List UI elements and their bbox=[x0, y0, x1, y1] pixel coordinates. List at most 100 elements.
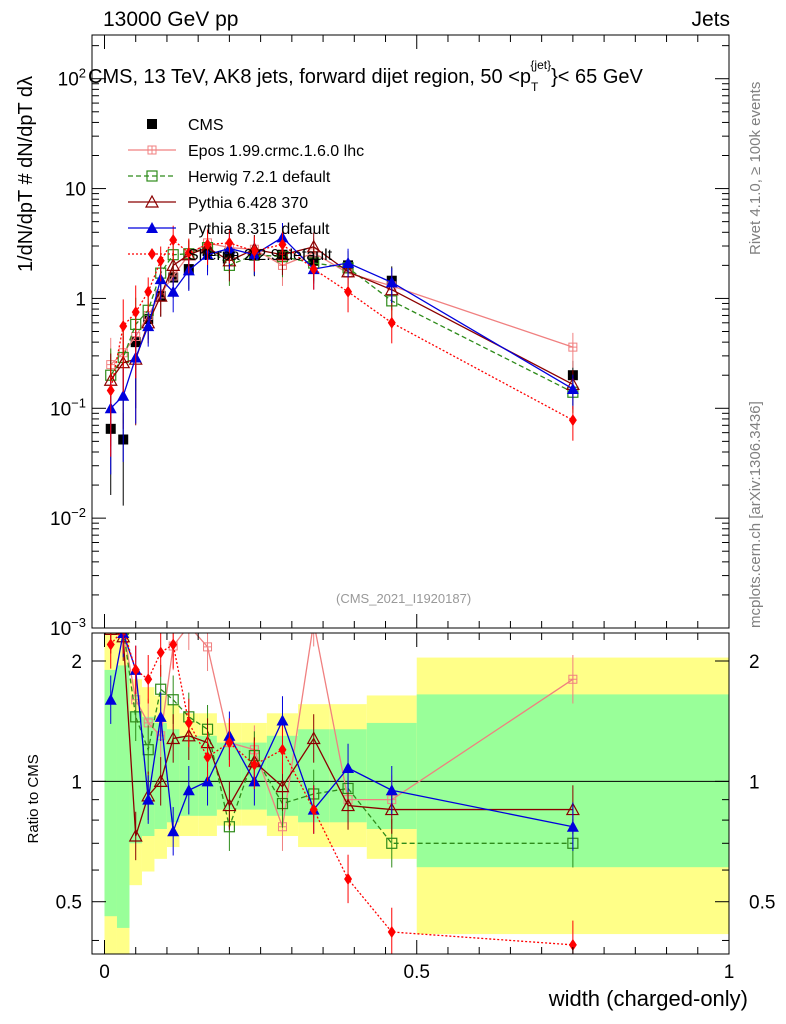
pythia-point bbox=[153, 288, 168, 302]
sherpa-point bbox=[184, 246, 193, 259]
legend-label-pythia: Pythia 6.428 370 bbox=[188, 195, 308, 212]
x-tick-label: 1 bbox=[724, 962, 735, 983]
y-tick-label: 102 bbox=[58, 66, 86, 91]
epos-point bbox=[568, 342, 578, 352]
pythia-point bbox=[167, 285, 180, 297]
pythia-ratio-point bbox=[154, 710, 167, 722]
sherpa-ratio-point bbox=[144, 673, 153, 686]
herwig-ratio-line bbox=[123, 633, 573, 844]
y-tick-label: 10−3 bbox=[50, 615, 86, 640]
herwig-ratio-point bbox=[167, 694, 179, 706]
title-subscript: T bbox=[531, 80, 539, 94]
y-axis-label: 1/dN/dpT # dN/dpT dλ bbox=[15, 76, 37, 272]
sherpa-point bbox=[309, 263, 318, 276]
sherpa-point bbox=[144, 285, 153, 298]
sherpa-ratio-point bbox=[250, 758, 259, 771]
ratio-panel-series bbox=[92, 611, 729, 954]
epos-ratio-point bbox=[568, 674, 578, 684]
sherpa-ratio-point bbox=[278, 743, 287, 756]
sherpa-line bbox=[110, 239, 574, 421]
ratio-y-tick-label: 1 bbox=[71, 772, 82, 793]
legend-marker-cms bbox=[147, 119, 157, 129]
pythia-ratio-point bbox=[104, 693, 117, 705]
sherpa-ratio-point bbox=[121, 633, 125, 636]
pythia-ratio-point bbox=[153, 774, 168, 787]
pythia-ratio-point bbox=[222, 798, 237, 812]
pythia-ratio-point bbox=[166, 731, 181, 745]
sherpa-point bbox=[106, 384, 115, 397]
plot-title: CMS, 13 TeV, AK8 jets, forward dijet reg… bbox=[88, 58, 643, 94]
pythia-ratio-point bbox=[385, 784, 398, 796]
sherpa-ratio-point bbox=[156, 646, 165, 659]
pythia-point bbox=[117, 389, 130, 401]
category-label: Jets bbox=[691, 8, 730, 31]
mcplots-label: mcplots.cern.ch [arXiv:1306.3436] bbox=[747, 401, 764, 628]
pythia-point bbox=[142, 320, 155, 332]
energy-label: 13000 GeV pp bbox=[103, 8, 239, 31]
title-end: }< 65 GeV bbox=[551, 66, 643, 88]
sherpa-point bbox=[250, 245, 259, 258]
ratio-y-tick-label-right: 0.5 bbox=[749, 893, 775, 914]
sherpa-point bbox=[568, 414, 577, 427]
green-band bbox=[129, 710, 142, 844]
epos-ratio-point bbox=[185, 622, 193, 630]
title-main: CMS, 13 TeV, AK8 jets, forward dijet reg… bbox=[88, 66, 532, 88]
ratio-y-tick-label: 2 bbox=[71, 652, 82, 673]
sherpa-point bbox=[203, 238, 212, 251]
sherpa-ratio-point bbox=[106, 638, 115, 651]
pythia-point bbox=[342, 257, 355, 269]
sherpa-point bbox=[156, 254, 165, 267]
pythia-ratio-point bbox=[566, 820, 579, 832]
pythia-ratio-point bbox=[128, 828, 143, 842]
green-band bbox=[116, 665, 130, 928]
epos-ratio-point bbox=[107, 611, 115, 619]
epos-ratio-point bbox=[310, 618, 318, 626]
pythia-ratio-point bbox=[167, 825, 180, 837]
sherpa-point bbox=[169, 234, 178, 247]
sherpa-point bbox=[278, 238, 287, 251]
legend-label-sherpa: Sherpa 2.2.9 default bbox=[188, 247, 333, 264]
pythia-ratio-point bbox=[306, 731, 321, 745]
rivet-label: Rivet 4.1.0, ≥ 100k events bbox=[747, 81, 764, 255]
sherpa-ratio-point bbox=[203, 751, 212, 764]
legend: CMS Epos 1.99.crmc.1.6.0 lhc Herwig 7.2.1 … bbox=[128, 117, 364, 264]
y-tick-label: 10−2 bbox=[50, 505, 86, 530]
sherpa-ratio-point bbox=[131, 663, 140, 676]
y-tick-label: 10 bbox=[65, 180, 86, 201]
sherpa-ratio-point bbox=[309, 803, 318, 816]
legend-marker-pythia bbox=[146, 222, 158, 233]
x-tick-label: 0 bbox=[99, 962, 110, 983]
herwig-ratio-point bbox=[106, 617, 116, 627]
legend-label-cms: CMS bbox=[188, 117, 224, 134]
pythia-point bbox=[166, 258, 181, 271]
pythia-ratio-point bbox=[276, 714, 289, 726]
herwig-ratio-point bbox=[386, 837, 398, 849]
sherpa-ratio-point bbox=[344, 872, 353, 885]
ratio-y-tick-label: 0.5 bbox=[56, 893, 82, 914]
legend-label-epos: Epos 1.99.crmc.1.6.0 lhc bbox=[188, 143, 364, 160]
pythia-ratio-point bbox=[142, 793, 155, 805]
ratio-y-tick-label-right: 2 bbox=[749, 652, 760, 673]
pythia-point bbox=[385, 276, 398, 288]
sherpa-ratio-point bbox=[184, 716, 193, 729]
legend-marker-sherpa bbox=[148, 248, 156, 260]
epos-ratio-point bbox=[203, 642, 213, 652]
sherpa-point bbox=[119, 320, 128, 333]
ratio-frame bbox=[91, 632, 730, 955]
x-tick-label: 0.5 bbox=[404, 962, 430, 983]
sherpa-ratio-point bbox=[387, 925, 396, 938]
sherpa-point bbox=[131, 306, 140, 319]
main-panel-series bbox=[103, 222, 580, 506]
legend-marker-epos bbox=[147, 145, 157, 155]
epos-ratio-point bbox=[118, 633, 128, 634]
sherpa-ratio-point bbox=[225, 736, 234, 749]
sherpa-point bbox=[344, 285, 353, 298]
ratio-y-tick-label-right: 1 bbox=[749, 772, 760, 793]
legend-label-pythia: Pythia 8.315 default bbox=[188, 221, 330, 238]
green-band bbox=[104, 669, 117, 917]
ratio-uncertainty-bands bbox=[104, 633, 729, 954]
sherpa-ratio-point bbox=[169, 638, 178, 651]
x-axis-label: width (charged-only) bbox=[548, 986, 748, 1011]
